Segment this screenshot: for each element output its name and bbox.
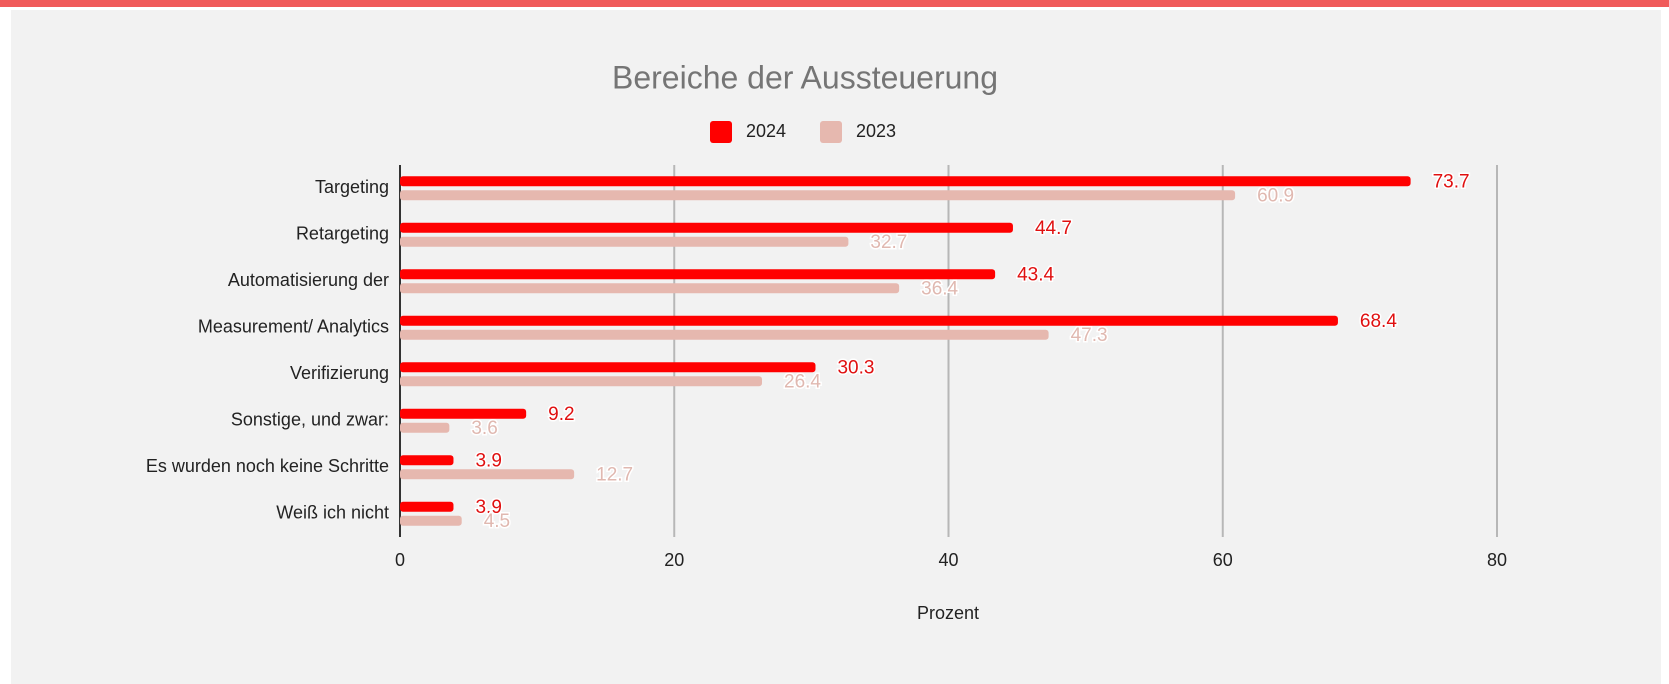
bar	[400, 283, 900, 294]
bar	[400, 501, 454, 512]
chart-title: Bereiche der Aussteuerung	[612, 59, 998, 95]
y-tick-label: Weiß ich nicht	[276, 503, 389, 523]
x-tick-label: 80	[1487, 550, 1507, 570]
x-tick-label: 40	[938, 550, 958, 570]
value-label: 68.4	[1360, 311, 1397, 332]
x-tick-label: 20	[664, 550, 684, 570]
legend-swatch	[820, 121, 842, 143]
value-label: 3.6	[471, 418, 497, 439]
value-label: 12.7	[596, 464, 633, 485]
value-label: 44.7	[1035, 218, 1072, 239]
value-label: 3.9	[475, 450, 501, 471]
x-tick-label: 60	[1213, 550, 1233, 570]
value-label: 73.7	[1433, 171, 1470, 192]
value-label: 43.4	[1017, 264, 1054, 285]
bar	[400, 515, 462, 526]
y-tick-label: Retargeting	[296, 224, 389, 244]
panel	[11, 10, 1661, 684]
legend-swatch	[710, 121, 732, 143]
value-label: 3.9	[475, 497, 501, 518]
value-label: 26.4	[784, 371, 821, 392]
bar	[400, 269, 996, 280]
value-label: 30.3	[837, 357, 874, 378]
bar	[400, 190, 1236, 201]
bar	[400, 362, 816, 373]
legend-label: 2024	[746, 121, 786, 141]
y-tick-label: Automatisierung der	[228, 270, 389, 290]
value-label: 32.7	[870, 232, 907, 253]
bar	[400, 469, 575, 480]
y-tick-label: Measurement/ Analytics	[198, 317, 389, 337]
bar	[400, 222, 1013, 233]
y-tick-label: Sonstige, und zwar:	[231, 410, 389, 430]
y-tick-label: Verifizierung	[290, 363, 389, 383]
bar	[400, 422, 450, 433]
value-label: 60.9	[1257, 185, 1294, 206]
bar	[400, 176, 1411, 187]
x-axis-label: Prozent	[917, 603, 979, 623]
value-label: 4.5	[484, 511, 510, 532]
value-label: 47.3	[1071, 325, 1108, 346]
top-bar	[0, 0, 1669, 7]
bar	[400, 408, 527, 419]
value-label: 9.2	[548, 404, 574, 425]
bar	[400, 455, 454, 466]
value-label: 36.4	[921, 278, 958, 299]
bar	[400, 376, 763, 387]
y-tick-label: Es wurden noch keine Schritte	[146, 456, 389, 476]
bar	[400, 236, 849, 247]
bar	[400, 315, 1338, 326]
x-tick-label: 0	[395, 550, 405, 570]
legend-label: 2023	[856, 121, 896, 141]
y-tick-label: Targeting	[315, 177, 389, 197]
bar	[400, 329, 1049, 340]
